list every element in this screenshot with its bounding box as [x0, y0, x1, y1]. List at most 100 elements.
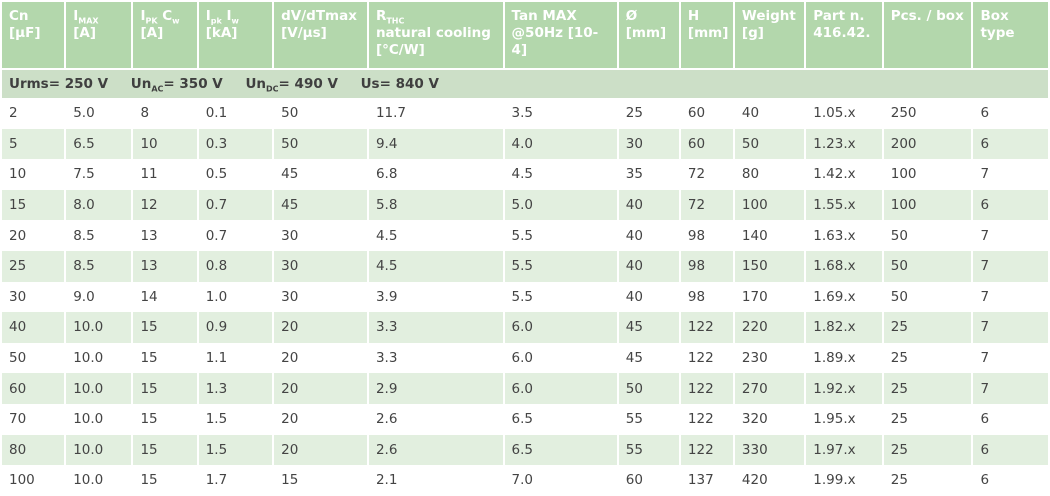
- cell-tan-max: 5.0: [504, 189, 617, 221]
- cell-pcs-box: 25: [883, 312, 972, 343]
- cell-cn: 80: [2, 434, 65, 466]
- col-header-weight: Weight [g]: [734, 0, 805, 68]
- cell-cn: 2: [9, 105, 18, 122]
- table-row: 30 9.0 14 1.0 30 3.9 5.5 40 98 170 1.69.x 50 7: [2, 282, 1048, 313]
- cell-ipk-cw: 15: [140, 350, 158, 367]
- cell-ipk-iw: 1.5: [198, 434, 273, 466]
- cell-pcs-box: 250: [890, 105, 917, 122]
- cell-ipk-cw: 15: [140, 411, 158, 428]
- cell-tan-max: 6.5: [504, 434, 617, 466]
- cell-ipk-iw: 1.3: [198, 373, 273, 404]
- cell-rthc: 6.8: [375, 166, 398, 183]
- cell-diameter: 40: [625, 227, 643, 244]
- cell-rthc: 5.8: [368, 189, 503, 221]
- unac-value: UnAC= 350 V: [130, 76, 223, 94]
- cell-cn: 60: [2, 373, 65, 404]
- urms-value: Urms= 250 V: [9, 76, 109, 92]
- col-header-part-number: Part n. 416.42.: [806, 0, 882, 68]
- cell-dvdt: 30: [281, 227, 299, 244]
- cell-cn: 70: [9, 411, 27, 428]
- table-row: 20 8.5 13 0.7 30 4.5 5.5 40 98 140 1.63.x 50 7: [2, 220, 1048, 251]
- cell-part-number: 1.69.x: [813, 288, 856, 305]
- cell-part-number: 1.42.x: [813, 166, 856, 183]
- cell-pcs-box: 100: [890, 166, 917, 183]
- col-header-cn: Cn [µF]: [2, 0, 65, 68]
- cell-box-type: 6: [980, 105, 990, 122]
- cell-ipk-cw: 15: [140, 472, 158, 489]
- cell-rthc: 11.7: [375, 105, 406, 122]
- cell-ipk-iw: 0.9: [198, 312, 273, 343]
- col-header-tan-max: Tan MAX @50Hz [10-4]: [504, 0, 617, 68]
- cell-imax: 10.0: [73, 472, 104, 489]
- col-header-imax: IMAX [A]: [66, 0, 132, 68]
- table-row: 70 10.0 15 1.5 20 2.6 6.5 55 122 320 1.95.x 25 6: [2, 404, 1048, 435]
- cell-rthc: 2.6: [368, 434, 503, 466]
- cell-rthc: 4.5: [368, 250, 503, 282]
- cell-box-type: 7: [980, 227, 990, 244]
- cell-box-type: 7: [973, 250, 1048, 282]
- cell-box-type: 6: [973, 128, 1048, 160]
- table-row: 40 10.0 15 0.9 20 3.3 6.0 45 122 220 1.82.x 25 7: [2, 312, 1048, 343]
- cell-part-number: 1.05.x: [813, 105, 856, 122]
- cell-pcs-box: 50: [890, 227, 908, 244]
- cell-imax: 8.5: [73, 227, 95, 244]
- cell-cn: 10: [9, 166, 27, 183]
- cell-box-type: 7: [980, 350, 990, 367]
- cell-imax: 10.0: [66, 434, 132, 466]
- cell-box-type: 7: [973, 373, 1048, 404]
- cell-dvdt: 15: [281, 472, 299, 489]
- cell-dvdt: 50: [274, 128, 367, 160]
- cell-weight: 40: [741, 105, 760, 122]
- cell-tan-max: 5.5: [511, 288, 534, 305]
- cell-height: 72: [680, 189, 733, 221]
- cell-weight: 420: [741, 472, 768, 489]
- voltage-conditions: Urms= 250 V UnAC= 350 V UnDC= 490 V Us= …: [2, 68, 1048, 98]
- cell-box-type: 7: [973, 312, 1048, 343]
- cell-diameter: 45: [625, 350, 643, 367]
- cell-imax: 6.5: [66, 128, 132, 160]
- cell-box-type: 6: [973, 189, 1048, 221]
- cell-part-number: 1.82.x: [806, 312, 882, 343]
- cell-height: 72: [687, 166, 706, 183]
- cell-cn: 15: [2, 189, 65, 221]
- cell-imax: 10.0: [66, 373, 132, 404]
- col-header-rthc: RTHC natural cooling [°C/W]: [368, 0, 503, 68]
- cell-diameter: 60: [625, 472, 643, 489]
- cell-height: 122: [680, 434, 733, 466]
- cell-diameter: 25: [625, 105, 643, 122]
- cell-tan-max: 6.0: [504, 312, 617, 343]
- cell-dvdt: 30: [281, 288, 299, 305]
- col-header-dvdt: dV/dTmax [V/µs]: [274, 0, 367, 68]
- cell-height: 122: [687, 350, 714, 367]
- cell-ipk-iw: 0.7: [205, 227, 228, 244]
- cell-ipk-cw: 12: [133, 189, 197, 221]
- cell-ipk-cw: 15: [133, 373, 197, 404]
- cell-rthc: 3.3: [368, 312, 503, 343]
- cell-box-type: 7: [980, 288, 990, 305]
- cell-cn: 100: [9, 472, 35, 489]
- table-row: 50 10.0 15 1.1 20 3.3 6.0 45 122 230 1.89.x 25 7: [2, 343, 1048, 374]
- cell-diameter: 50: [618, 373, 679, 404]
- cell-ipk-iw: 0.1: [205, 105, 228, 122]
- cell-weight: 170: [741, 288, 768, 305]
- cell-dvdt: 30: [274, 250, 367, 282]
- cell-height: 122: [687, 411, 714, 428]
- cell-part-number: 1.99.x: [813, 472, 856, 489]
- cell-ipk-iw: 1.7: [205, 472, 228, 489]
- cell-cn: 30: [9, 288, 27, 305]
- cell-ipk-iw: 0.3: [198, 128, 273, 160]
- cell-cn: 40: [2, 312, 65, 343]
- cell-ipk-cw: 11: [140, 166, 158, 183]
- table-row: 100 10.0 15 1.7 15 2.1 7.0 60 137 420 1.99.x 25 6: [2, 465, 1048, 496]
- cell-weight: 270: [734, 373, 805, 404]
- header-row: Cn [µF] IMAX [A] IPK Cw [A] Ipk Iw [kA] dV/d…: [2, 0, 1048, 68]
- undc-value: UnDC= 490 V: [245, 76, 338, 94]
- cell-part-number: 1.95.x: [813, 411, 856, 428]
- table-row: 5 6.5 10 0.3 50 9.4 4.0 30 60 50 1.23.x 200 6: [2, 128, 1048, 160]
- cell-tan-max: 6.5: [511, 411, 534, 428]
- cell-dvdt: 20: [274, 312, 367, 343]
- cell-imax: 5.0: [73, 105, 95, 122]
- cell-weight: 320: [741, 411, 768, 428]
- cell-box-type: 6: [980, 472, 990, 489]
